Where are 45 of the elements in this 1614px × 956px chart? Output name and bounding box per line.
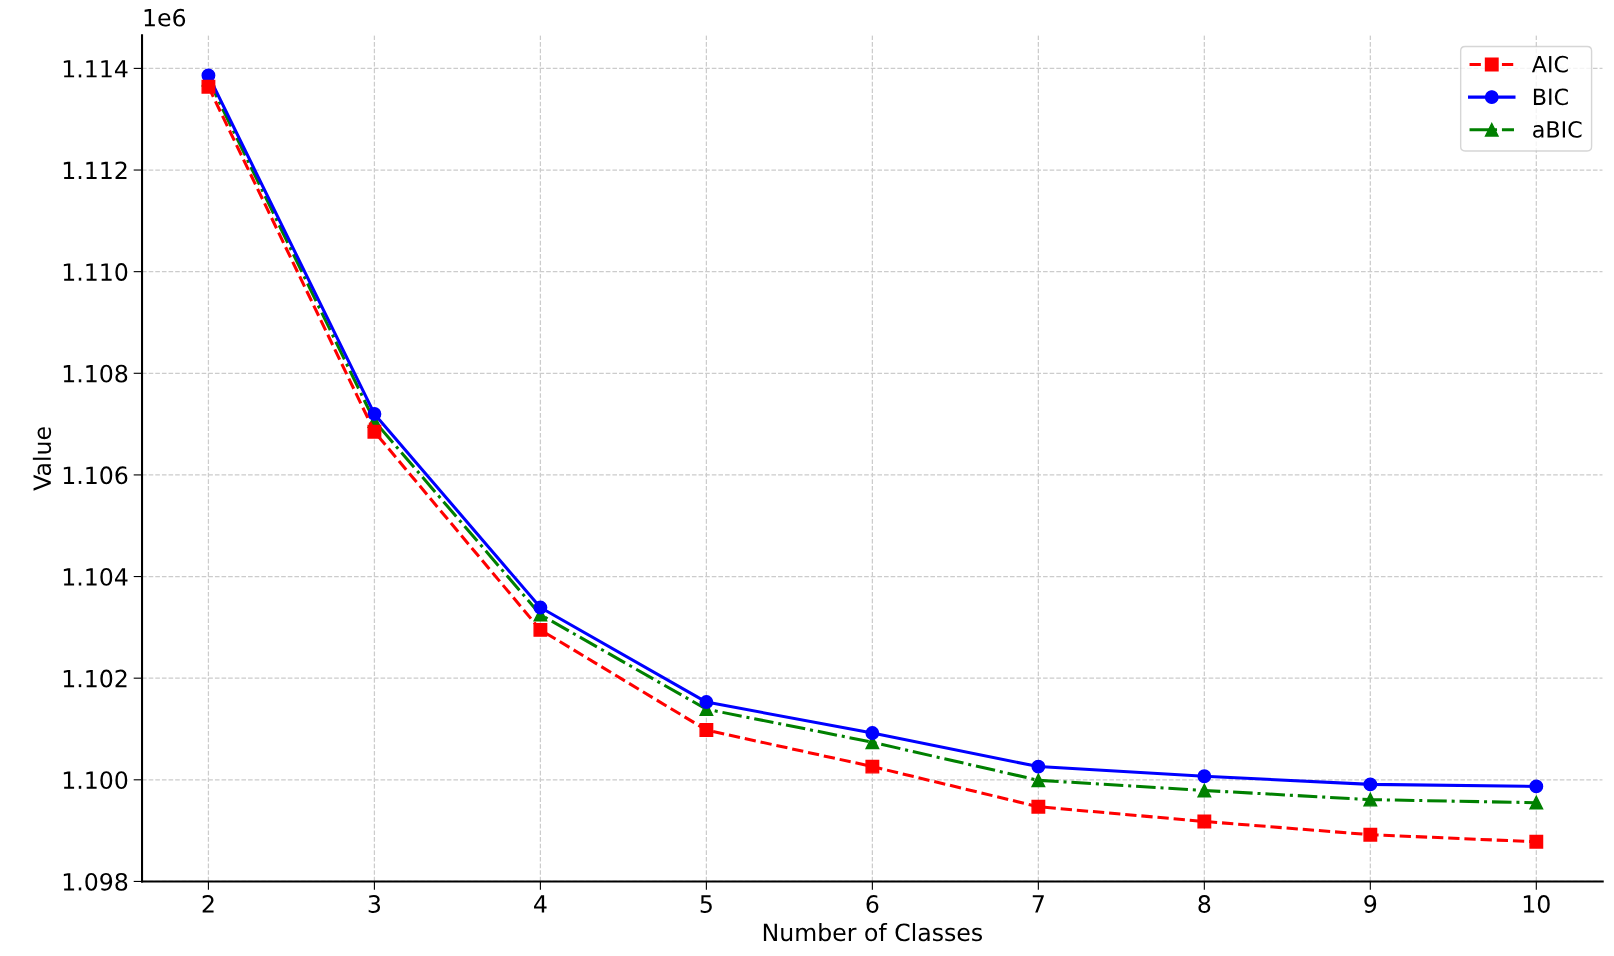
- x-tick-label: 5: [700, 895, 712, 913]
- x-tick-label: 10: [1523, 895, 1550, 913]
- point: [367, 406, 382, 421]
- y-tick-label: 1.108: [63, 364, 128, 383]
- legend-label: BIC: [1533, 88, 1568, 106]
- x-tick-label: 7: [1032, 895, 1044, 913]
- point: [1031, 773, 1046, 788]
- x-tick-label: 8: [1198, 895, 1211, 913]
- point: [1363, 827, 1378, 842]
- point: [699, 695, 714, 710]
- legend-label: AIC: [1531, 55, 1568, 73]
- y-tick-label: 1.106: [63, 466, 128, 485]
- y-tick-label: 1.102: [63, 669, 127, 688]
- x-axis-title: Number of Classes: [763, 923, 982, 942]
- point: [1197, 783, 1212, 798]
- point: [533, 622, 548, 637]
- point: [1529, 779, 1544, 794]
- point: [865, 726, 880, 740]
- point: [1197, 814, 1212, 829]
- y-tick-label: 1.098: [63, 872, 128, 891]
- y-tick-label: 1.104: [63, 567, 128, 586]
- x-tick-label: 6: [866, 895, 879, 913]
- point: [865, 759, 880, 774]
- point: [367, 424, 382, 439]
- x-tick-label: 3: [368, 895, 381, 913]
- point: [1031, 799, 1046, 814]
- point: [1529, 795, 1544, 810]
- point: [201, 79, 216, 94]
- y-axis-title: Value: [32, 427, 52, 491]
- point: [1363, 792, 1378, 807]
- y-tick-label: 1.114: [63, 60, 128, 78]
- x-tick-label: 4: [534, 895, 547, 913]
- y-tick-label: 1.110: [63, 263, 128, 281]
- legend-label: aBIC: [1533, 121, 1582, 138]
- point: [533, 600, 548, 615]
- text: 1e6: [144, 8, 186, 27]
- point: [1031, 759, 1046, 774]
- x-tick-label: 9: [1364, 895, 1377, 913]
- x-tick-label: 2: [202, 895, 214, 913]
- point: [1197, 769, 1212, 784]
- point: [1363, 777, 1378, 792]
- point: [1529, 834, 1544, 849]
- point: [699, 723, 714, 737]
- y-tick-label: 1.100: [63, 771, 128, 790]
- y-tick-label: 1.112: [63, 161, 127, 179]
